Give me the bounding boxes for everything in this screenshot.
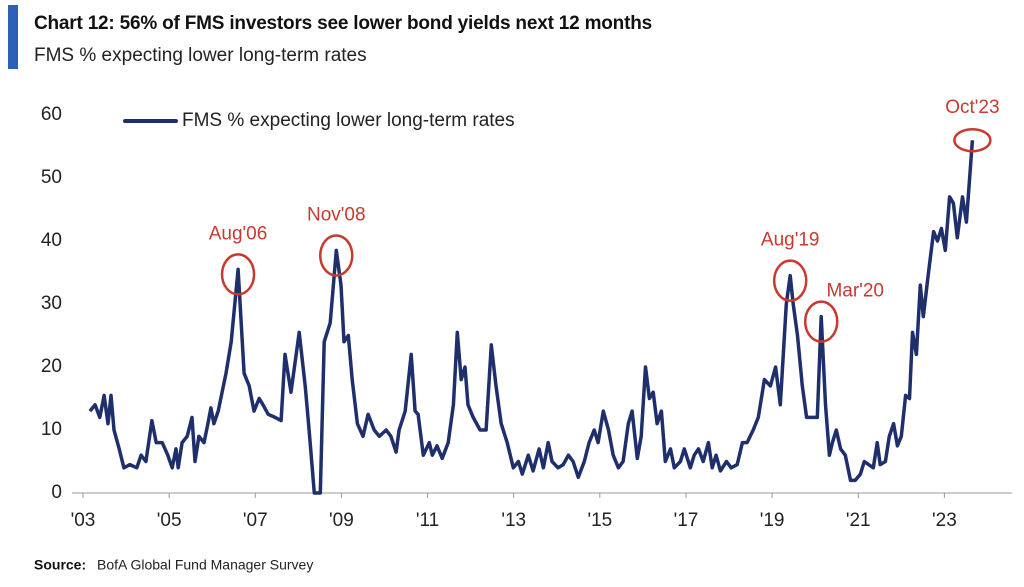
x-tick-label: '05	[157, 510, 182, 531]
y-tick-label: 10	[41, 419, 62, 440]
x-tick-label: '15	[587, 510, 612, 531]
y-tick-label: 40	[41, 230, 62, 251]
y-tick-label: 60	[41, 104, 62, 125]
annotation-circle	[319, 234, 354, 277]
chart-title: Chart 12: 56% of FMS investors see lower…	[34, 13, 652, 34]
annotation-circle	[220, 253, 256, 296]
x-tick-label: '19	[760, 510, 785, 531]
annotation-label: Aug'06	[209, 223, 268, 244]
y-tick-label: 20	[41, 356, 62, 377]
source-text: BofA Global Fund Manager Survey	[97, 557, 313, 573]
y-tick-label: 50	[41, 167, 62, 188]
annotation-circle	[803, 300, 839, 343]
annotation-label: Oct'23	[945, 97, 999, 118]
x-tick-label: '09	[329, 510, 354, 531]
y-tick-label: 30	[41, 293, 62, 314]
annotation-circle	[953, 127, 992, 153]
title-accent-bar	[8, 5, 18, 69]
x-tick-label: '17	[674, 510, 699, 531]
x-tick-label: '11	[416, 510, 439, 531]
chart-subtitle: FMS % expecting lower long-term rates	[34, 45, 367, 66]
source-label: Source:	[34, 557, 86, 573]
annotation-label: Aug'19	[761, 230, 820, 251]
y-tick-label: 0	[51, 482, 62, 503]
annotation-circle	[772, 259, 808, 302]
x-tick-label: '07	[243, 510, 268, 531]
x-tick-label: '03	[71, 510, 96, 531]
x-tick-label: '23	[932, 510, 957, 531]
legend-label: FMS % expecting lower long-term rates	[182, 110, 515, 131]
x-tick-label: '13	[501, 510, 526, 531]
annotation-label: Mar'20	[826, 281, 883, 302]
data-line	[88, 140, 975, 495]
x-tick-label: '21	[846, 510, 871, 531]
annotation-label: Nov'08	[307, 204, 366, 225]
